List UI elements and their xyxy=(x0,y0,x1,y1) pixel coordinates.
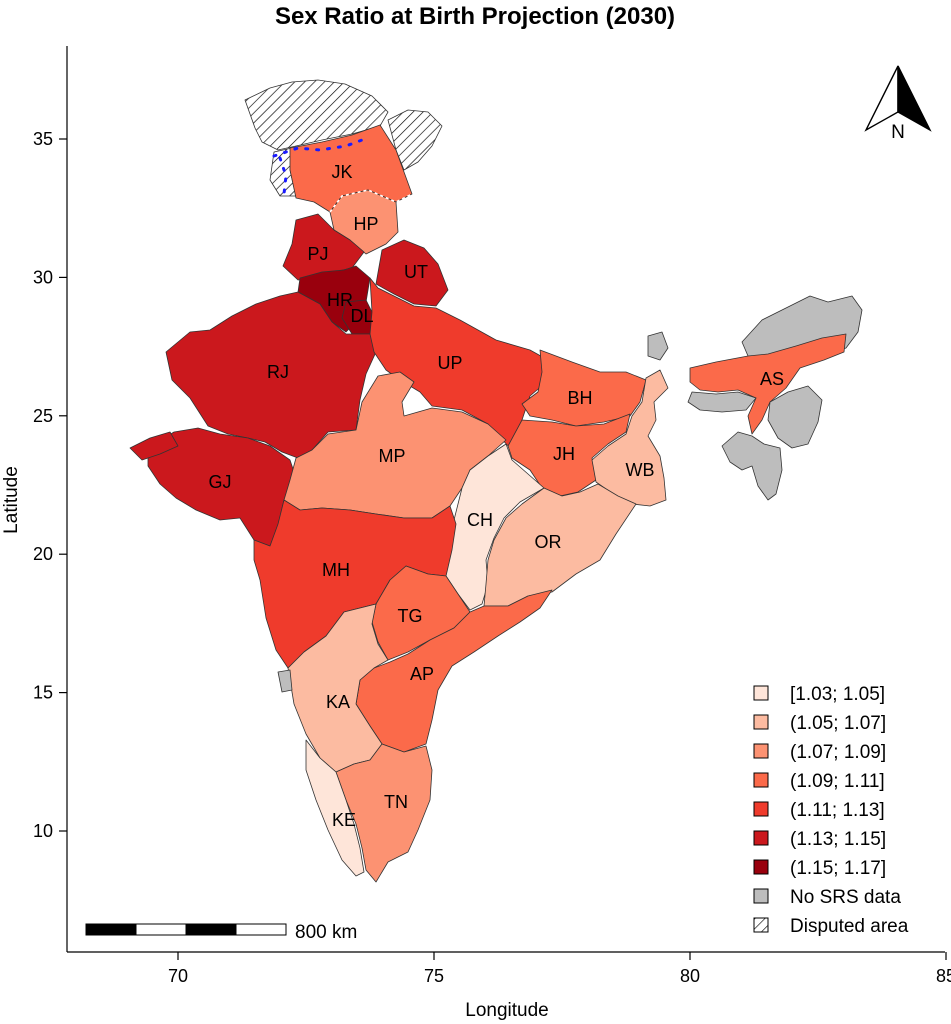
region-no-data-nagaland-manipur xyxy=(767,385,823,449)
region-label-AP: AP xyxy=(410,664,434,684)
y-tick-label: 20 xyxy=(33,544,53,564)
region-label-MH: MH xyxy=(322,560,350,580)
region-label-UP: UP xyxy=(437,353,462,373)
region-label-AS: AS xyxy=(760,369,784,389)
scale-bar-segment xyxy=(185,923,237,936)
legend-swatch xyxy=(753,801,769,817)
region-UT xyxy=(375,239,449,307)
legend-swatch xyxy=(753,917,769,933)
axes xyxy=(66,46,945,953)
scale-bar-segment xyxy=(235,923,287,936)
region-no-data-meghalaya xyxy=(687,391,757,413)
legend-label: [1.03; 1.05] xyxy=(790,684,885,705)
north-arrow-label: N xyxy=(891,122,905,143)
legend-swatch xyxy=(753,859,769,875)
legend-label: (1.09; 1.11] xyxy=(790,771,885,792)
region-label-WB: WB xyxy=(626,460,655,480)
y-tick-label: 15 xyxy=(33,683,53,703)
x-axis-label: Longitude xyxy=(465,1000,548,1021)
scale-bar-segment xyxy=(85,923,137,936)
region-label-KA: KA xyxy=(326,692,350,712)
legend-swatch xyxy=(753,685,769,701)
region-label-KE: KE xyxy=(332,810,356,830)
region-label-TN: TN xyxy=(384,792,408,812)
region-AP xyxy=(355,589,553,753)
region-label-PJ: PJ xyxy=(307,244,328,264)
scale-bar-segment xyxy=(135,923,187,936)
region-label-BH: BH xyxy=(567,388,592,408)
legend-swatch xyxy=(753,743,769,759)
x-tick-label: 80 xyxy=(680,966,700,986)
legend: [1.03; 1.05] (1.05; 1.07] (1.07; 1.09] (1.0… xyxy=(753,684,909,937)
region-label-HR: HR xyxy=(327,290,353,310)
legend-swatch xyxy=(753,830,769,846)
north-arrow-icon: N xyxy=(864,65,932,143)
region-GJ-kutch xyxy=(129,431,179,461)
legend-label: (1.05; 1.07] xyxy=(790,713,886,734)
x-tick-label: 85 xyxy=(936,966,951,986)
region-no-data-goa xyxy=(277,669,293,693)
legend-label: (1.07; 1.09] xyxy=(790,742,886,763)
region-BH xyxy=(521,349,647,427)
region-label-JK: JK xyxy=(331,162,352,182)
legend-swatch xyxy=(753,714,769,730)
border-dash-line xyxy=(329,189,413,213)
region-label-TG: TG xyxy=(398,606,423,626)
scale-bar-label: 800 km xyxy=(295,922,357,943)
disputed-border-line xyxy=(272,138,364,196)
y-axis-label: Latitude xyxy=(1,466,22,534)
region-no-data-sikkim xyxy=(647,331,669,361)
region-label-CH: CH xyxy=(467,510,493,530)
map-title: Sex Ratio at Birth Projection (2030) xyxy=(275,3,675,30)
region-OR xyxy=(483,483,637,607)
map-regions xyxy=(129,79,863,883)
legend-label: (1.11; 1.13] xyxy=(790,800,885,821)
region-KE xyxy=(305,739,365,877)
region-label-UT: UT xyxy=(404,262,428,282)
x-tick-label: 70 xyxy=(168,966,188,986)
region-label-GJ: GJ xyxy=(208,472,231,492)
y-tick-label: 35 xyxy=(33,129,53,149)
x-tick-label: 75 xyxy=(424,966,444,986)
legend-swatch xyxy=(753,888,769,904)
region-WB xyxy=(591,369,669,507)
region-no-data-mizoram-tripura xyxy=(721,431,783,501)
region-label-JH: JH xyxy=(553,444,575,464)
region-label-OR: OR xyxy=(535,532,562,552)
region-label-RJ: RJ xyxy=(267,362,289,382)
region-TN xyxy=(335,743,433,883)
axis-ticks: 707580859095101520253035 xyxy=(33,129,951,986)
region-label-MP: MP xyxy=(379,446,406,466)
legend-label: Disputed area xyxy=(790,916,909,937)
legend-label: (1.15; 1.17] xyxy=(790,858,886,879)
region-label-DL: DL xyxy=(350,306,373,326)
region-label-HP: HP xyxy=(353,214,378,234)
legend-label: (1.13; 1.15] xyxy=(790,829,886,850)
scale-bar xyxy=(85,923,287,936)
y-tick-label: 25 xyxy=(33,406,53,426)
y-tick-label: 10 xyxy=(33,821,53,841)
legend-swatch xyxy=(753,772,769,788)
y-tick-label: 30 xyxy=(33,267,53,287)
legend-label: No SRS data xyxy=(790,887,901,908)
region-AS xyxy=(689,333,847,435)
